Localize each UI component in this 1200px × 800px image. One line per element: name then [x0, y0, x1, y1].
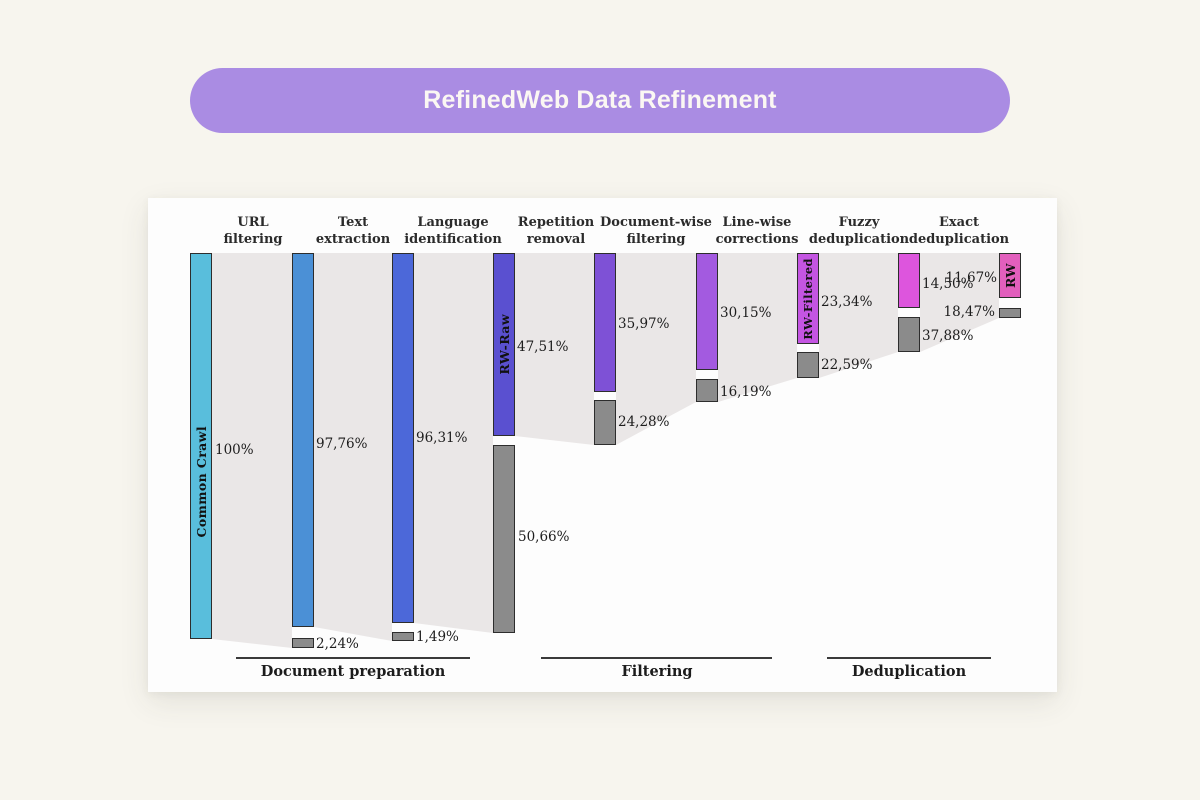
stage-header-text-extraction: Text extraction — [315, 215, 391, 247]
kept-pct-common-crawl: 100% — [215, 442, 254, 458]
removed-bar-text-extraction — [392, 632, 414, 641]
stage-header-url-filtering: URL filtering — [223, 215, 283, 247]
removed-pct-exact-deduplication: 18,47% — [943, 304, 995, 320]
kept-pct-fuzzy-deduplication: 14,50% — [922, 276, 974, 292]
kept-bar-language-identification: RW-Raw — [493, 253, 515, 436]
flow-band — [819, 253, 898, 378]
removed-pct-line-wise-corrections: 22,59% — [821, 357, 873, 373]
kept-pct-exact-deduplication: 11,67% — [945, 270, 997, 286]
removed-pct-text-extraction: 1,49% — [416, 629, 459, 645]
group-label-document-preparation: Document preparation — [260, 663, 446, 680]
group-line-deduplication — [827, 657, 991, 659]
removed-pct-url-filtering: 2,24% — [316, 636, 359, 652]
kept-bar-document-wise-filtering — [696, 253, 718, 370]
bar-label-rw-raw: RW-Raw — [496, 314, 512, 375]
chart-panel: URL filtering Text extraction Language i… — [148, 198, 1057, 692]
kept-bar-url-filtering — [292, 253, 314, 627]
stage-header-line-wise-corrections: Line-wise corrections — [715, 215, 799, 247]
flow-band — [212, 253, 292, 648]
kept-bar-exact-deduplication: RW — [999, 253, 1021, 298]
kept-pct-document-wise-filtering: 30,15% — [720, 305, 772, 321]
title-banner: RefinedWeb Data Refinement — [190, 68, 1010, 133]
removed-bar-exact-deduplication — [999, 308, 1021, 318]
bar-label-common-crawl: Common Crawl — [193, 426, 209, 538]
kept-bar-fuzzy-deduplication — [898, 253, 920, 308]
flow-band — [920, 253, 999, 352]
flow-band — [314, 253, 392, 641]
removed-bar-url-filtering — [292, 638, 314, 648]
flow-bands — [212, 253, 999, 648]
group-label-deduplication: Deduplication — [851, 663, 967, 680]
removed-pct-fuzzy-deduplication: 37,88% — [922, 328, 974, 344]
bar-label-rw: RW — [1002, 263, 1018, 288]
stage-header-fuzzy-deduplication: Fuzzy deduplication — [808, 215, 910, 247]
removed-bar-fuzzy-deduplication — [898, 317, 920, 352]
kept-pct-language-identification: 47,51% — [517, 339, 569, 355]
page-title: RefinedWeb Data Refinement — [423, 86, 777, 114]
bar-label-rw-filtered: RW-Filtered — [801, 257, 815, 340]
stage-header-document-wise-filtering: Document-wise filtering — [600, 215, 712, 247]
kept-pct-url-filtering: 97,76% — [316, 436, 368, 452]
removed-pct-language-identification: 50,66% — [518, 529, 570, 545]
group-line-filtering — [541, 657, 772, 659]
kept-pct-line-wise-corrections: 23,34% — [821, 294, 873, 310]
removed-bar-document-wise-filtering — [696, 379, 718, 402]
flow-band — [515, 253, 594, 445]
group-label-filtering: Filtering — [621, 663, 693, 680]
kept-bar-common-crawl: Common Crawl — [190, 253, 212, 639]
kept-bar-line-wise-corrections: RW-Filtered — [797, 253, 819, 344]
stage-header-language-identification: Language identification — [404, 215, 502, 247]
removed-bar-language-identification — [493, 445, 515, 633]
removed-bar-line-wise-corrections — [797, 352, 819, 378]
stage-header-repetition-removal: Repetition removal — [517, 215, 595, 247]
removed-pct-document-wise-filtering: 16,19% — [720, 384, 772, 400]
removed-pct-repetition-removal: 24,28% — [618, 414, 670, 430]
removed-bar-repetition-removal — [594, 400, 616, 445]
flow-band — [414, 253, 493, 633]
group-line-document-preparation — [236, 657, 470, 659]
kept-bar-repetition-removal — [594, 253, 616, 392]
stage-header-exact-deduplication: Exact deduplication — [908, 215, 1010, 247]
kept-pct-repetition-removal: 35,97% — [618, 316, 670, 332]
flow-band — [616, 253, 696, 445]
kept-bar-text-extraction — [392, 253, 414, 623]
flow-band — [718, 253, 797, 402]
kept-pct-text-extraction: 96,31% — [416, 430, 468, 446]
